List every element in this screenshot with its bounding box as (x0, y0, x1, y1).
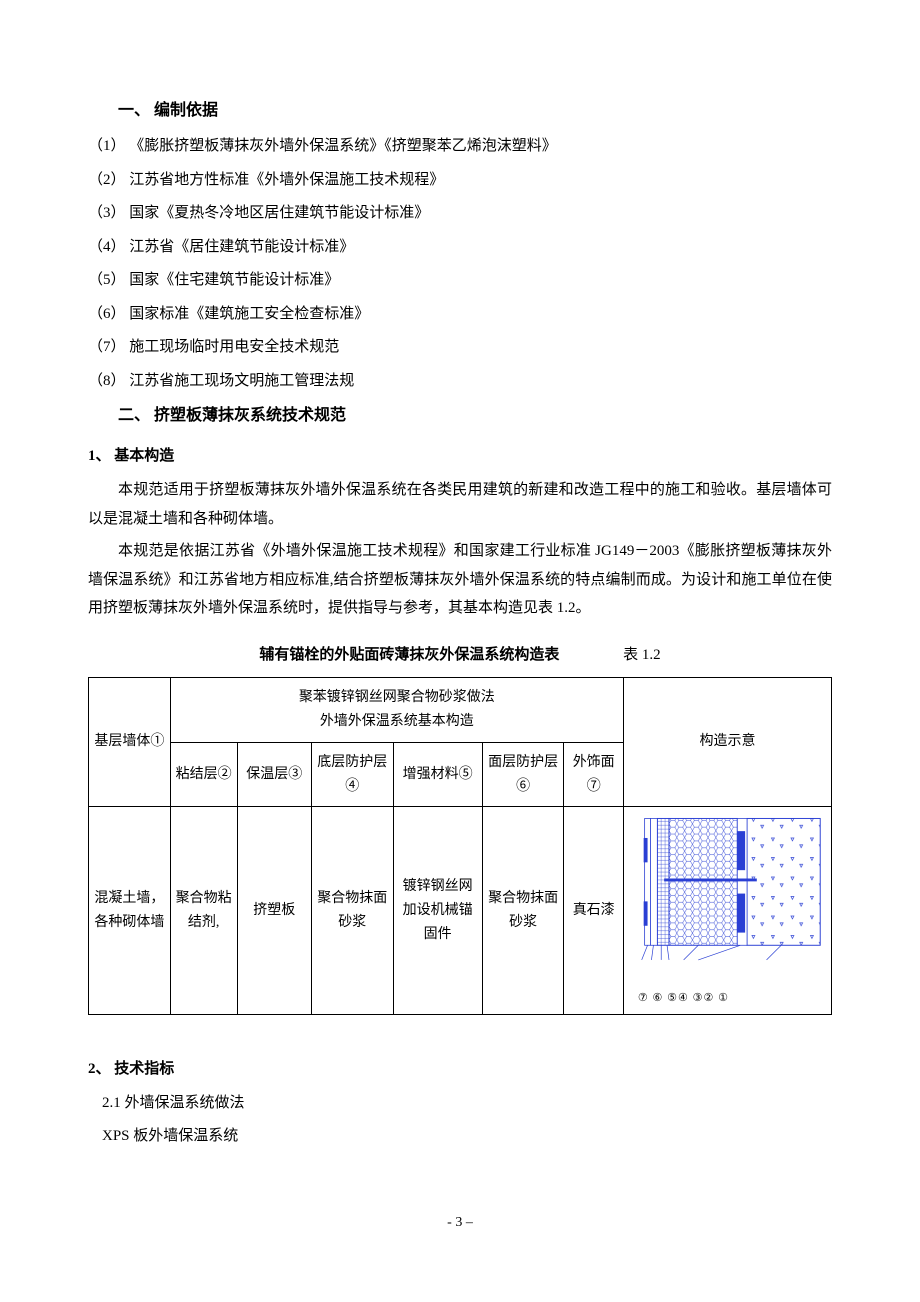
th-col: 面层防护层⑥ (482, 742, 564, 807)
paragraph: 本规范适用于挤塑板薄抹灰外墙外保温系统在各类民用建筑的新建和改造工程中的施工和验… (88, 476, 832, 533)
ref-item: （7） 施工现场临时用电安全技术规范 (88, 333, 832, 362)
section-1-title: 一、 编制依据 (118, 96, 832, 126)
td-cell: 聚合物抹面砂浆 (311, 807, 393, 1014)
ref-item: （2） 江苏省地方性标准《外墙外保温施工技术规程》 (88, 166, 832, 195)
th-col: 外饰面⑦ (564, 742, 623, 807)
td-cell: 聚合物粘结剂, (170, 807, 237, 1014)
ref-item: （5） 国家《住宅建筑节能设计标准》 (88, 266, 832, 295)
table-title-text: 辅有锚栓的外贴面砖薄抹灰外保温系统构造表 (259, 647, 559, 663)
ref-item: （3） 国家《夏热冬冷地区居住建筑节能设计标准》 (88, 199, 832, 228)
td-cell: 挤塑板 (237, 807, 311, 1014)
th-col: 底层防护层④ (311, 742, 393, 807)
structure-table: 基层墙体① 聚苯镀锌钢丝网聚合物砂浆做法 外墙外保温系统基本构造 构造示意 粘结… (88, 677, 832, 1015)
td-diagram: ⑦ ⑥ ⑤④ ③② ① (623, 807, 831, 1014)
th-col: 粘结层② (170, 742, 237, 807)
ref-item: （6） 国家标准《建筑施工安全检查标准》 (88, 300, 832, 329)
structure-diagram-icon (630, 813, 825, 980)
td-cell: 镀锌钢丝网加设机械锚固件 (393, 807, 482, 1014)
ref-item: （1） 《膨胀挤塑板薄抹灰外墙外保温系统》《挤塑聚苯乙烯泡沫塑料》 (88, 132, 832, 161)
sub-2-title: 2、 技术指标 (88, 1055, 832, 1084)
th-method: 聚苯镀锌钢丝网聚合物砂浆做法 外墙外保温系统基本构造 (170, 678, 623, 743)
ref-item: （8） 江苏省施工现场文明施工管理法规 (88, 367, 832, 396)
table-number: 表 1.2 (623, 641, 661, 670)
th-method-a: 聚苯镀锌钢丝网聚合物砂浆做法 (175, 686, 619, 710)
td-cell: 聚合物抹面砂浆 (482, 807, 564, 1014)
th-col: 增强材料⑤ (393, 742, 482, 807)
td-base: 混凝土墙，各种砌体墙 (89, 807, 171, 1014)
sub-item: 2.1 外墙保温系统做法 (102, 1089, 832, 1118)
td-cell: 真石漆 (564, 807, 623, 1014)
page-number: - 3 – (88, 1210, 832, 1237)
table-title: 辅有锚栓的外贴面砖薄抹灰外保温系统构造表 表 1.2 (88, 641, 832, 670)
th-method-b: 外墙外保温系统基本构造 (175, 710, 619, 734)
th-col: 保温层③ (237, 742, 311, 807)
th-diagram: 构造示意 (623, 678, 831, 807)
ref-item: （4） 江苏省《居住建筑节能设计标准》 (88, 233, 832, 262)
sub-1-title: 1、 基本构造 (88, 442, 832, 471)
diagram-labels: ⑦ ⑥ ⑤④ ③② ① (630, 989, 825, 1008)
section-2-title: 二、 挤塑板薄抹灰系统技术规范 (118, 401, 832, 431)
th-base: 基层墙体① (89, 678, 171, 807)
sub-item: XPS 板外墙保温系统 (102, 1122, 832, 1151)
paragraph: 本规范是依据江苏省《外墙外保温施工技术规程》和国家建工行业标准 JG149－20… (88, 537, 832, 623)
